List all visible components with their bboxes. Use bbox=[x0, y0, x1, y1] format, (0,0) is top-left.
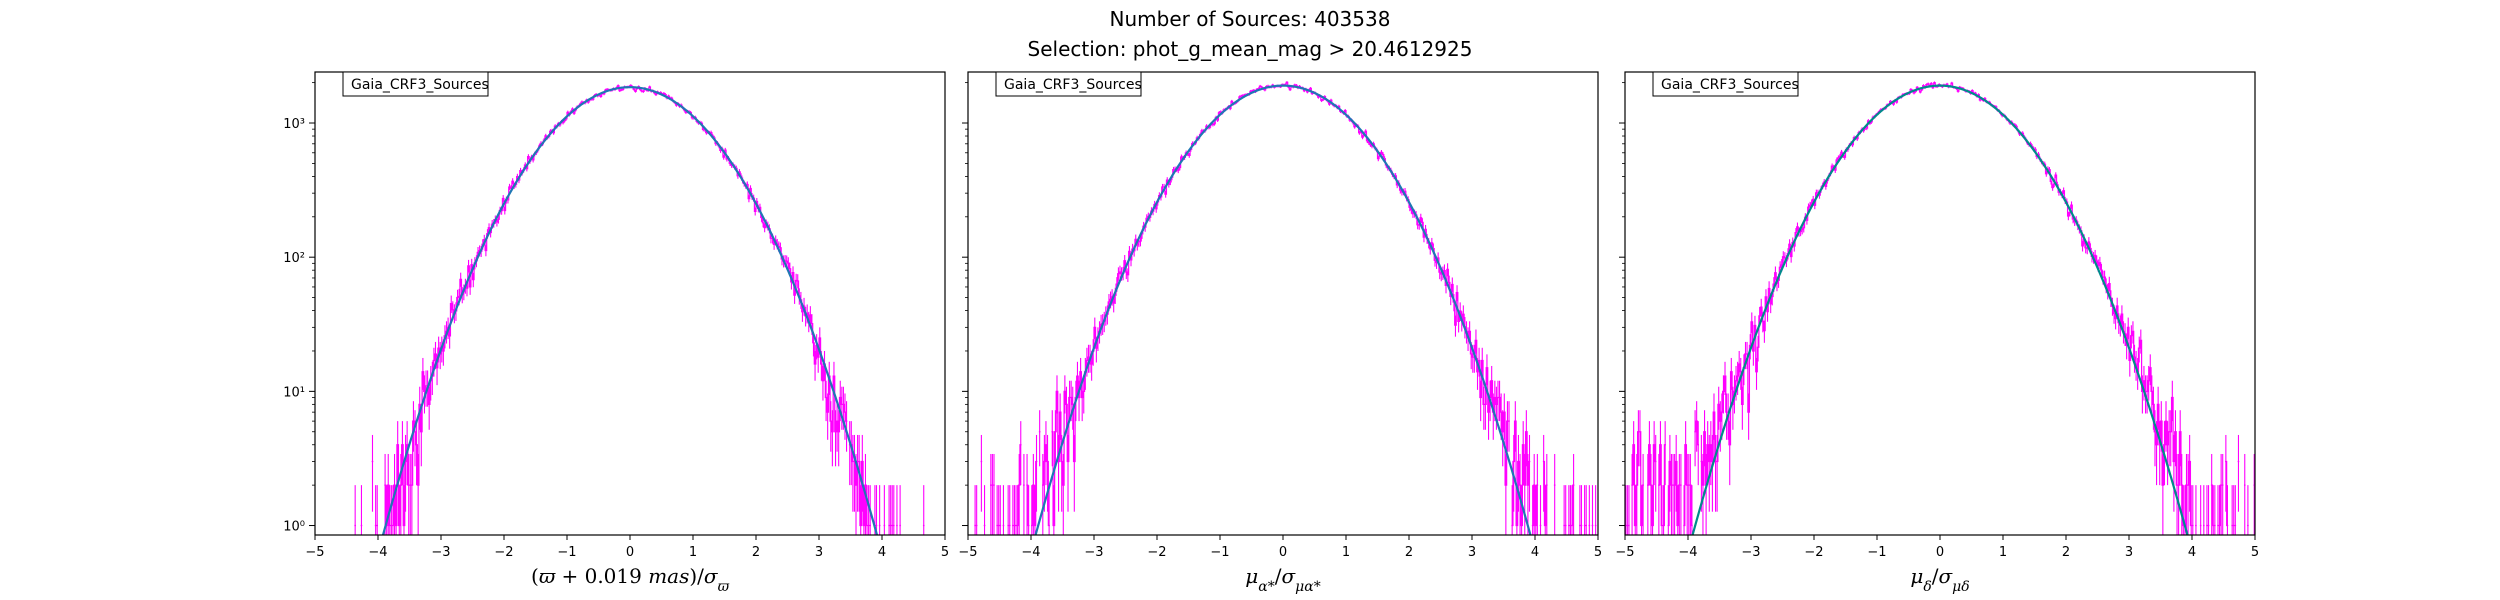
legend: Gaia_CRF3_Sources bbox=[342, 71, 489, 97]
y-tick-label: 10³ bbox=[283, 117, 305, 132]
x-tick-label: 4 bbox=[878, 545, 886, 560]
plot-area bbox=[974, 81, 1597, 535]
plot-area bbox=[354, 84, 925, 535]
x-tick-label: 3 bbox=[2125, 545, 2133, 560]
x-tick-label: −3 bbox=[1741, 545, 1760, 560]
x-axis-label: μδ/σμδ bbox=[1910, 564, 1969, 595]
x-tick-label: −5 bbox=[1615, 545, 1634, 560]
x-tick-label: 4 bbox=[1531, 545, 1539, 560]
y-tick-label: 10² bbox=[283, 251, 305, 266]
figure-title-line1: Number of Sources: 403538 bbox=[1110, 7, 1391, 31]
x-tick-label: −2 bbox=[494, 545, 513, 560]
x-tick-label: 3 bbox=[1468, 545, 1476, 560]
legend-box bbox=[1652, 71, 1799, 97]
x-tick-label: 5 bbox=[1594, 545, 1602, 560]
x-tick-label: 5 bbox=[941, 545, 949, 560]
x-tick-label: 0 bbox=[1279, 545, 1287, 560]
panel-pmdec: −5 −4 −3 −2 −1 0 1 2 3 4 5 Gaia_CRF3_Sources μδ/σμδ bbox=[1615, 71, 2259, 595]
x-tick-label: 3 bbox=[815, 545, 823, 560]
x-tick-label: −2 bbox=[1804, 545, 1823, 560]
x-tick-label: −1 bbox=[1867, 545, 1886, 560]
legend-box bbox=[995, 71, 1142, 97]
legend-label: Gaia_CRF3_Sources bbox=[1661, 77, 1799, 93]
x-tick-label: −3 bbox=[431, 545, 450, 560]
y-tick-label: 10¹ bbox=[283, 385, 305, 400]
x-tick-label: 2 bbox=[752, 545, 760, 560]
axes-frame bbox=[1624, 71, 2256, 536]
x-tick-label: −2 bbox=[1147, 545, 1166, 560]
x-tick-label: 2 bbox=[2062, 545, 2070, 560]
x-axis-label: μα*/σμα* bbox=[1245, 564, 1320, 595]
y-tick-label: 10⁰ bbox=[283, 520, 305, 535]
x-tick-label: 1 bbox=[689, 545, 697, 560]
axes-frame bbox=[314, 71, 946, 536]
histogram-series bbox=[1625, 81, 2255, 535]
legend-label: Gaia_CRF3_Sources bbox=[1004, 77, 1142, 93]
x-tick-label: 5 bbox=[2251, 545, 2259, 560]
gaussian-fit-line bbox=[1691, 84, 2189, 535]
panel-pmra: −5 −4 −3 −2 −1 0 1 2 3 4 5 Gaia_CRF3_Sources μα*/σμα… bbox=[958, 71, 1602, 595]
panel-parallax: −5 −4 −3 −2 −1 0 1 2 3 4 5 10⁰ 10¹ 10² 10³ Gaia_CRF3_So… bbox=[283, 71, 949, 595]
x-axis-label: (ϖ + 0.019 mas)/σϖ bbox=[531, 564, 730, 595]
x-tick-label: 1 bbox=[1342, 545, 1350, 560]
gaussian-fit-line bbox=[381, 86, 879, 535]
x-tick-label: −4 bbox=[1021, 545, 1040, 560]
figure-title-line2: Selection: phot_g_mean_mag > 20.4612925 bbox=[1028, 37, 1473, 61]
x-tick-label: 4 bbox=[2188, 545, 2196, 560]
histogram-series bbox=[974, 81, 1597, 535]
x-tick-label: −5 bbox=[305, 545, 324, 560]
legend: Gaia_CRF3_Sources bbox=[1652, 71, 1799, 97]
histogram-step bbox=[974, 81, 1597, 527]
x-tick-label: −1 bbox=[1210, 545, 1229, 560]
histogram-step bbox=[1625, 82, 2255, 527]
gaussian-fit-line bbox=[1034, 84, 1532, 535]
x-tick-label: 1 bbox=[1999, 545, 2007, 560]
x-tick-label: −4 bbox=[368, 545, 387, 560]
plot-area bbox=[1625, 81, 2255, 535]
x-tick-label: −4 bbox=[1678, 545, 1697, 560]
legend-box bbox=[342, 71, 489, 97]
legend: Gaia_CRF3_Sources bbox=[995, 71, 1142, 97]
x-tick-label: 2 bbox=[1405, 545, 1413, 560]
x-tick-label: −5 bbox=[958, 545, 977, 560]
histogram-series bbox=[354, 84, 925, 535]
x-tick-label: 0 bbox=[626, 545, 634, 560]
x-tick-label: −3 bbox=[1084, 545, 1103, 560]
x-tick-label: 0 bbox=[1936, 545, 1944, 560]
legend-label: Gaia_CRF3_Sources bbox=[351, 77, 489, 93]
x-tick-label: −1 bbox=[557, 545, 576, 560]
